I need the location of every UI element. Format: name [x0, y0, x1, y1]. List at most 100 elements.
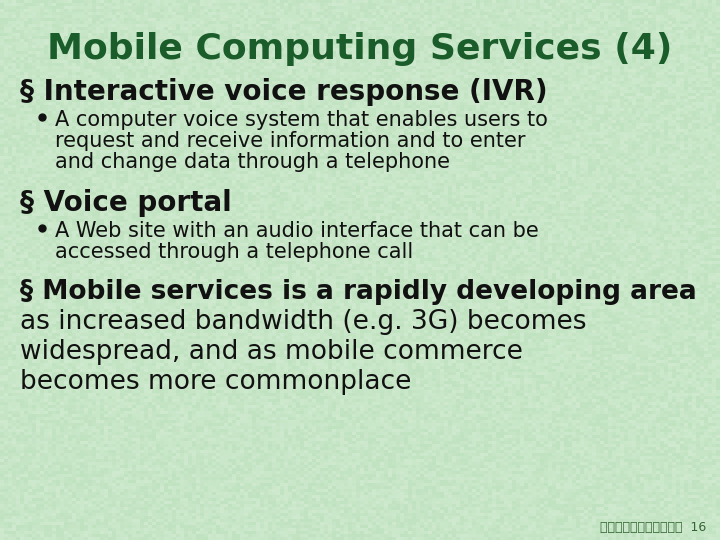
- Bar: [388, 108, 392, 111]
- Bar: [476, 222, 480, 225]
- Bar: [384, 285, 388, 288]
- Bar: [428, 57, 432, 60]
- Bar: [312, 345, 316, 348]
- Bar: [612, 450, 616, 453]
- Bar: [84, 24, 88, 27]
- Bar: [448, 486, 452, 489]
- Bar: [132, 30, 136, 33]
- Bar: [108, 531, 112, 534]
- Bar: [12, 174, 16, 177]
- Bar: [200, 336, 204, 339]
- Bar: [524, 342, 528, 345]
- Bar: [492, 318, 496, 321]
- Bar: [376, 315, 380, 318]
- Bar: [600, 186, 604, 189]
- Bar: [584, 240, 588, 243]
- Bar: [380, 273, 384, 276]
- Bar: [92, 138, 96, 141]
- Bar: [608, 228, 612, 231]
- Bar: [28, 324, 32, 327]
- Bar: [412, 102, 416, 105]
- Bar: [444, 423, 448, 426]
- Bar: [444, 474, 448, 477]
- Bar: [524, 30, 528, 33]
- Bar: [280, 318, 284, 321]
- Bar: [0, 504, 4, 507]
- Bar: [296, 195, 300, 198]
- Bar: [404, 72, 408, 75]
- Bar: [424, 78, 428, 81]
- Bar: [108, 27, 112, 30]
- Bar: [452, 195, 456, 198]
- Bar: [144, 417, 148, 420]
- Bar: [604, 84, 608, 87]
- Bar: [316, 465, 320, 468]
- Bar: [468, 501, 472, 504]
- Bar: [380, 309, 384, 312]
- Bar: [196, 84, 200, 87]
- Bar: [304, 360, 308, 363]
- Bar: [388, 216, 392, 219]
- Bar: [616, 399, 620, 402]
- Bar: [100, 159, 104, 162]
- Bar: [616, 93, 620, 96]
- Bar: [136, 438, 140, 441]
- Bar: [680, 39, 684, 42]
- Bar: [372, 246, 376, 249]
- Bar: [508, 489, 512, 492]
- Bar: [208, 99, 212, 102]
- Bar: [364, 102, 368, 105]
- Bar: [164, 288, 168, 291]
- Bar: [48, 54, 52, 57]
- Bar: [520, 24, 524, 27]
- Bar: [196, 135, 200, 138]
- Bar: [304, 150, 308, 153]
- Bar: [524, 126, 528, 129]
- Bar: [392, 168, 396, 171]
- Bar: [652, 258, 656, 261]
- Bar: [68, 462, 72, 465]
- Bar: [508, 528, 512, 531]
- Bar: [372, 144, 376, 147]
- Bar: [248, 30, 252, 33]
- Bar: [228, 246, 232, 249]
- Bar: [688, 342, 692, 345]
- Bar: [292, 24, 296, 27]
- Bar: [404, 417, 408, 420]
- Bar: [280, 474, 284, 477]
- Bar: [324, 474, 328, 477]
- Bar: [664, 120, 668, 123]
- Bar: [520, 372, 524, 375]
- Bar: [612, 90, 616, 93]
- Bar: [192, 177, 196, 180]
- Bar: [84, 90, 88, 93]
- Bar: [276, 447, 280, 450]
- Bar: [384, 474, 388, 477]
- Bar: [560, 321, 564, 324]
- Bar: [484, 345, 488, 348]
- Bar: [4, 483, 8, 486]
- Bar: [556, 207, 560, 210]
- Bar: [328, 207, 332, 210]
- Bar: [284, 9, 288, 12]
- Bar: [628, 57, 632, 60]
- Bar: [560, 264, 564, 267]
- Bar: [216, 213, 220, 216]
- Bar: [144, 84, 148, 87]
- Bar: [212, 36, 216, 39]
- Bar: [80, 234, 84, 237]
- Bar: [200, 411, 204, 414]
- Bar: [548, 492, 552, 495]
- Bar: [304, 63, 308, 66]
- Bar: [144, 120, 148, 123]
- Bar: [444, 327, 448, 330]
- Bar: [644, 270, 648, 273]
- Bar: [144, 363, 148, 366]
- Bar: [400, 225, 404, 228]
- Bar: [428, 42, 432, 45]
- Bar: [572, 114, 576, 117]
- Bar: [504, 141, 508, 144]
- Bar: [64, 276, 68, 279]
- Bar: [148, 249, 152, 252]
- Bar: [552, 276, 556, 279]
